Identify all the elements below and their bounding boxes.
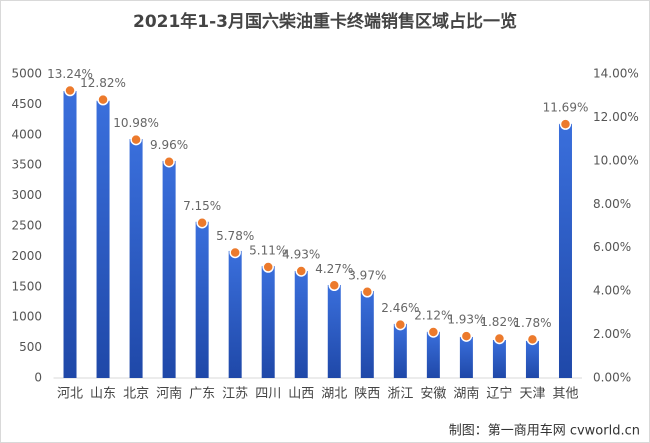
y2-tick-label: 4.00% [593,284,631,298]
data-label: 5.78% [216,229,254,243]
y-tick-label: 500 [19,340,42,354]
bar [129,139,143,378]
data-label: 1.82% [480,315,518,329]
x-tick-label: 其他 [552,387,578,402]
x-tick-label: 四川 [255,387,281,402]
data-label: 4.27% [315,262,353,276]
point [493,332,506,345]
point [394,318,407,331]
x-tick-label: 湖北 [321,387,347,402]
point [361,286,374,298]
y2-tick-label: 10.00% [593,153,639,167]
point [460,330,473,342]
x-tick-label: 天津 [519,387,545,402]
x-tick-label: 陕西 [354,387,380,402]
bar [294,270,308,378]
bar [162,160,176,378]
point [229,246,241,259]
y-tick-label: 3500 [11,158,42,172]
bar [492,340,506,378]
bar [327,284,341,378]
x-tick-label: 安徽 [420,387,446,402]
point [64,84,76,97]
y-tick-label: 3000 [11,188,42,202]
y-tick-label: 1000 [11,310,42,324]
bar [195,221,209,378]
chart-title: 2021年1-3月国六柴油重卡终端销售区域占比一览 [133,11,517,32]
point [130,133,142,146]
point [262,261,274,273]
point [163,155,175,168]
data-label: 2.46% [381,301,419,315]
bar [558,123,572,378]
y-tick-label: 5000 [11,67,42,81]
point [328,279,341,292]
data-label: 13.24% [47,67,93,81]
y-tick-label: 1500 [11,279,42,293]
data-label: 9.96% [150,138,188,152]
y2-tick-label: 6.00% [593,240,631,254]
bar [63,91,77,379]
y2-tick-label: 12.00% [593,110,639,124]
data-label: 12.82% [80,76,126,90]
x-tick-label: 河南 [156,386,182,402]
point [526,333,539,346]
point [97,93,109,106]
x-tick-label: 山东 [90,387,116,402]
x-tick-label: 广东 [189,387,215,402]
data-label: 1.78% [513,316,551,330]
y-tick-label: 0 [34,371,42,385]
point [196,216,208,229]
y2-tick-label: 2.00% [593,327,631,341]
bar [525,340,539,378]
data-label: 11.69% [543,101,589,115]
data-label: 7.15% [183,199,221,213]
bar [360,291,374,378]
bar [459,336,473,378]
y2-tick-label: 0.00% [593,371,631,385]
x-tick-label: 河北 [57,387,83,402]
bar [393,323,407,378]
y2-tick-label: 14.00% [593,67,639,81]
data-label: 5.11% [249,244,287,258]
point [295,265,307,277]
data-label: 2.12% [414,308,452,322]
x-tick-label: 江苏 [222,386,248,402]
y-tick-label: 2000 [11,249,42,263]
y-tick-label: 4500 [11,97,42,111]
data-label: 3.97% [348,268,386,282]
bar [228,250,242,378]
x-tick-label: 湖南 [453,386,479,402]
x-tick-label: 辽宁 [486,386,512,402]
data-label: 1.93% [447,313,485,327]
source: 制图：第一商用车网 cvworld.cn [449,423,640,439]
point [559,118,572,130]
y2-tick-label: 8.00% [593,197,631,211]
point [427,326,440,338]
y-tick-label: 2500 [11,219,42,233]
bar [96,100,110,378]
x-tick-label: 山西 [288,387,314,402]
bar [261,266,275,378]
x-tick-label: 北京 [123,387,149,402]
x-tick-label: 浙江 [387,387,413,402]
y-tick-label: 4000 [11,127,42,141]
data-label: 10.98% [113,116,159,130]
bar [426,331,440,378]
data-label: 4.93% [282,247,320,261]
